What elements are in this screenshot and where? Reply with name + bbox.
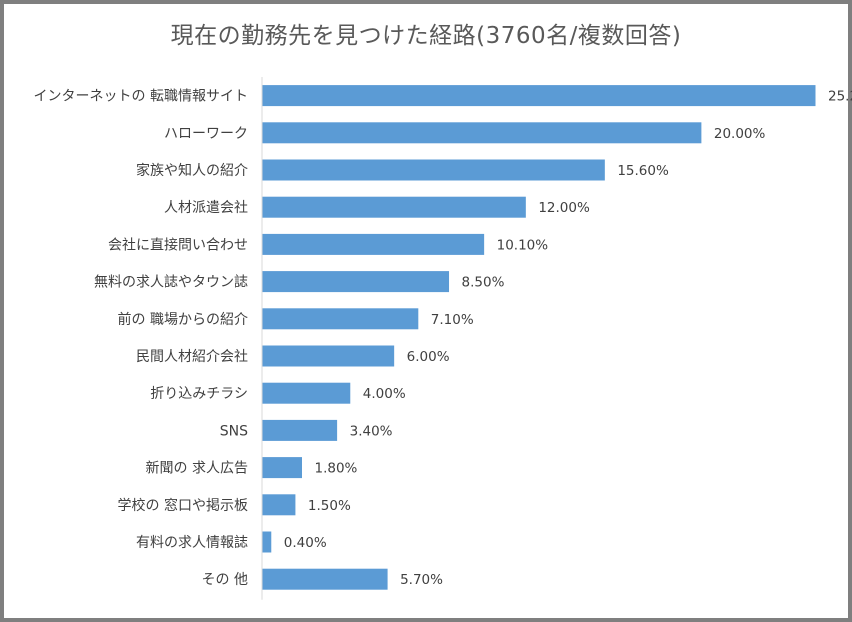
bar — [262, 494, 296, 516]
category-label: ハローワーク — [164, 126, 248, 142]
bar — [262, 531, 272, 553]
value-label: 0.40% — [284, 535, 327, 551]
value-label: 1.50% — [308, 498, 351, 514]
bar — [262, 196, 526, 218]
category-label: 無料の求人誌やタウン誌 — [94, 275, 248, 291]
value-label: 12.00% — [538, 200, 590, 216]
value-label: 5.70% — [400, 572, 443, 588]
chart-title: 現在の勤務先を見つけた経路(3760名/複数回答) — [170, 23, 682, 49]
bar — [262, 271, 450, 293]
value-label: 3.40% — [350, 423, 393, 439]
category-label: 折り込みチラシ — [150, 386, 248, 402]
bar — [262, 308, 419, 330]
value-label: 25.20% — [828, 89, 852, 105]
category-label: SNS — [220, 423, 248, 439]
category-label: 人材派遣会社 — [164, 200, 248, 216]
bar — [262, 419, 338, 441]
category-label: 学校の 窓口や掲示板 — [118, 497, 248, 514]
value-label: 4.00% — [363, 386, 406, 402]
category-label: 有料の求人情報誌 — [136, 535, 248, 551]
value-label: 10.10% — [497, 237, 549, 253]
category-label: インターネットの 転職情報サイト — [34, 89, 248, 105]
bar — [262, 345, 395, 367]
value-label: 7.10% — [431, 312, 474, 328]
bar — [262, 382, 351, 404]
bar — [262, 457, 302, 479]
value-label: 20.00% — [714, 126, 766, 142]
bar — [262, 159, 605, 181]
category-label: その 他 — [202, 572, 248, 588]
value-label: 8.50% — [462, 275, 505, 291]
category-label: 新聞の 求人広告 — [146, 461, 248, 477]
bar — [262, 122, 702, 144]
value-label: 6.00% — [407, 349, 450, 365]
bar — [262, 233, 485, 255]
bar — [262, 85, 816, 107]
category-label: 民間人材紹介会社 — [136, 349, 248, 365]
value-label: 15.60% — [617, 163, 669, 179]
bar — [262, 568, 388, 590]
category-label: 前の 職場からの紹介 — [118, 311, 248, 328]
value-label: 1.80% — [315, 461, 358, 477]
category-label: 会社に直接問い合わせ — [108, 236, 248, 253]
category-label: 家族や知人の紹介 — [136, 162, 248, 179]
